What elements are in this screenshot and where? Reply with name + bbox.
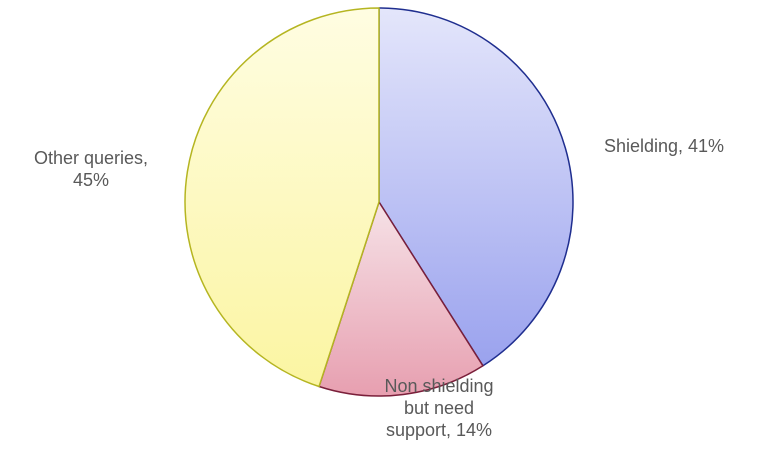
slice-label-line: Other queries, <box>34 148 148 168</box>
slice-label-line: but need <box>404 398 474 418</box>
slice-label-other-queries: Other queries, 45% <box>34 148 148 190</box>
pie-slice-non-shielding-but-need-support <box>318 201 484 397</box>
pie-slice-other-queries <box>184 7 380 388</box>
slice-label-line: support, 14% <box>386 420 492 440</box>
slice-label-line: 45% <box>73 170 109 190</box>
slice-label-non-shielding-but-need-support: Non shielding but need support, 14% <box>384 376 493 440</box>
slice-label-shielding: Shielding, 41% <box>604 136 724 156</box>
slice-label-line: Shielding, 41% <box>604 136 724 156</box>
slice-label-line: Non shielding <box>384 376 493 396</box>
pie-slice-shielding <box>378 7 574 367</box>
labels-layer: Shielding, 41% Non shielding but need suppo… <box>34 136 724 440</box>
slices-layer <box>184 7 574 397</box>
